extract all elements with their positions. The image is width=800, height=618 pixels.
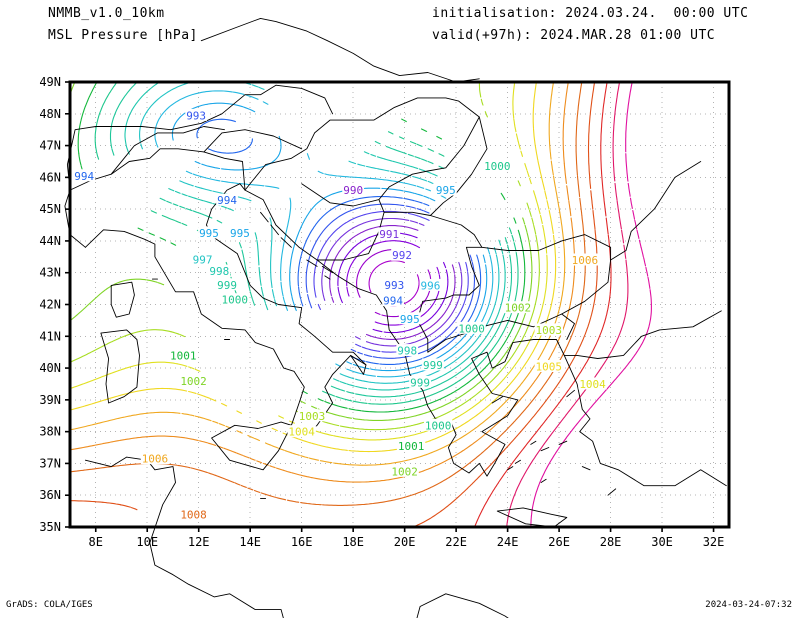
y-axis-tick-label: 41N (39, 329, 61, 343)
contour-label: 994 (383, 295, 403, 308)
contour-label: 995 (436, 184, 456, 197)
contour-layer (69, 81, 652, 528)
contour-label: 998 (397, 345, 417, 358)
contour-label: 1001 (398, 440, 425, 453)
valid-time: valid(+97h): 2024.MAR.28 01:00 UTC (432, 28, 716, 43)
y-axis-tick-label: 44N (39, 234, 61, 248)
x-axis-tick-label: 26E (548, 535, 570, 549)
y-axis-tick-label: 48N (39, 107, 61, 121)
contour-label: 1006 (572, 254, 599, 267)
contour-label: 1002 (391, 465, 418, 478)
contour-label: 994 (74, 170, 94, 183)
contour-label: 992 (392, 249, 412, 262)
credit-text: GrADS: COLA/IGES (6, 600, 93, 610)
contour-label-layer: 9939949949959959979989991000990991992993… (73, 108, 607, 521)
y-axis-tick-label: 40N (39, 361, 61, 375)
y-axis-tick-label: 38N (39, 425, 61, 439)
x-axis-tick-label: 32E (703, 535, 725, 549)
contour-label: 995 (400, 313, 420, 326)
contour-label: 993 (384, 279, 404, 292)
contour-label: 994 (217, 194, 237, 207)
x-axis-tick-label: 20E (394, 535, 416, 549)
x-axis-tick-label: 8E (89, 535, 103, 549)
contour-label: 990 (343, 184, 363, 197)
x-axis-tick-label: 14E (239, 535, 261, 549)
y-axis-tick-label: 47N (39, 139, 61, 153)
contour-label: 1000 (222, 294, 249, 307)
axis-tick-layer: 8E 10E 12E 14E 16E 18E 20E 22E 24E 26E 28E 30E 32E 35… (39, 75, 724, 549)
contour-label: 1008 (180, 508, 207, 521)
contour-label: 998 (209, 265, 229, 278)
contour-label: 999 (217, 279, 237, 292)
initialisation-time: initialisation: 2024.03.24. 00:00 UTC (432, 6, 749, 21)
contour-label: 1005 (536, 360, 563, 373)
contour-label: 1001 (170, 349, 197, 362)
x-axis-tick-label: 18E (342, 535, 364, 549)
x-axis-tick-label: 22E (445, 535, 467, 549)
model-name: NMMB_v1.0_10km (48, 6, 165, 21)
contour-label: 1002 (505, 302, 532, 315)
contour-label: 999 (410, 376, 430, 389)
x-axis-tick-label: 12E (188, 535, 210, 549)
y-axis-tick-label: 36N (39, 488, 61, 502)
contour-label: 1004 (579, 378, 606, 391)
contour-label: 996 (420, 279, 440, 292)
contour-label: 997 (193, 253, 213, 266)
field-name: MSL Pressure [hPa] (48, 28, 198, 43)
y-axis-tick-label: 35N (39, 520, 61, 534)
y-axis-tick-label: 45N (39, 202, 61, 216)
contour-label: 993 (186, 109, 206, 122)
y-axis-tick-label: 43N (39, 266, 61, 280)
contour-label: 1000 (458, 322, 485, 335)
render-timestamp: 2024-03-24-07:32 (705, 600, 792, 610)
y-axis-tick-label: 46N (39, 170, 61, 184)
x-axis-tick-label: 16E (291, 535, 313, 549)
contour-label: 1000 (484, 160, 511, 173)
y-axis-tick-label: 42N (39, 298, 61, 312)
x-axis-tick-label: 30E (651, 535, 673, 549)
contour-label: 1000 (425, 419, 452, 432)
contour-label: 999 (423, 359, 443, 372)
x-axis-tick-label: 24E (497, 535, 519, 549)
y-axis-tick-label: 37N (39, 456, 61, 470)
contour-label: 1006 (142, 453, 169, 466)
y-axis-tick-label: 49N (39, 75, 61, 89)
y-axis-tick-label: 39N (39, 393, 61, 407)
contour-label: 995 (199, 227, 219, 240)
x-axis-tick-label: 28E (600, 535, 622, 549)
x-axis-tick-label: 10E (136, 535, 158, 549)
contour-label: 991 (379, 228, 399, 241)
contour-label: 1004 (288, 426, 315, 439)
contour-label: 1003 (536, 324, 563, 337)
contour-label: 995 (230, 227, 250, 240)
contour-label: 1003 (299, 410, 326, 423)
contour-label: 1002 (180, 375, 207, 388)
